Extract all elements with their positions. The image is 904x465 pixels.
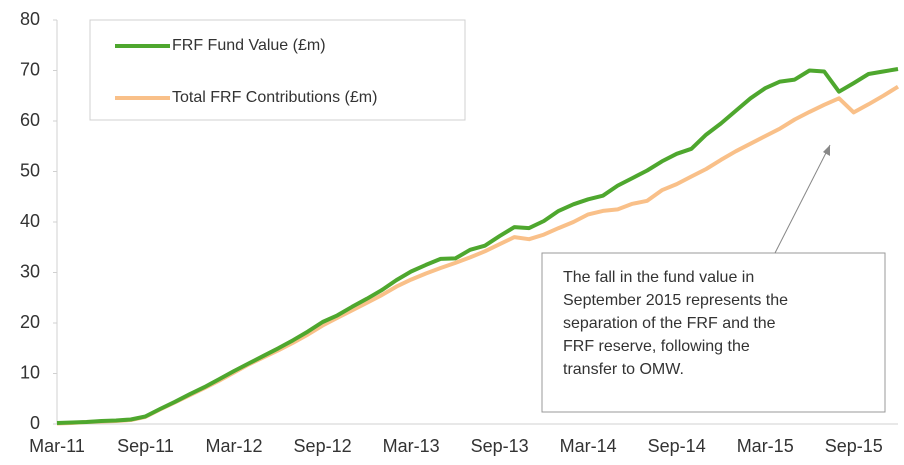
- annotation-text: transfer to OMW.: [563, 361, 684, 378]
- y-tick-label: 60: [20, 110, 40, 130]
- x-tick-label: Sep-12: [294, 436, 352, 456]
- series-line: [56, 67, 899, 425]
- legend-box: [89, 19, 466, 121]
- legend-label: FRF Fund Value (£m): [172, 37, 326, 54]
- y-tick-label: 70: [20, 59, 40, 79]
- annotation-text: September 2015 represents the: [563, 292, 788, 309]
- annotation-box: [541, 252, 886, 413]
- annotation-text: separation of the FRF and the: [563, 315, 776, 332]
- x-tick-label: Mar-14: [560, 436, 617, 456]
- legend-label: Total FRF Contributions (£m): [172, 89, 377, 106]
- x-tick-label: Mar-12: [206, 436, 263, 456]
- y-tick-label: 30: [20, 261, 40, 281]
- annotation-text: FRF reserve, following the: [563, 338, 750, 355]
- x-tick-label: Mar-13: [383, 436, 440, 456]
- y-tick-label: 20: [20, 312, 40, 332]
- annotation-text: The fall in the fund value in: [563, 269, 754, 286]
- y-tick-label: 40: [20, 211, 40, 231]
- x-tick-label: Sep-11: [117, 436, 174, 456]
- annotation-arrow: [774, 144, 831, 254]
- arrow-head: [823, 145, 830, 156]
- x-tick-label: Mar-11: [29, 436, 85, 456]
- y-tick-label: 50: [20, 160, 40, 180]
- y-tick-label: 10: [20, 362, 40, 382]
- x-tick-label: Sep-14: [648, 436, 706, 456]
- y-tick-label: 0: [30, 413, 40, 433]
- y-tick-label: 80: [20, 9, 40, 29]
- x-tick-label: Mar-15: [737, 436, 794, 456]
- x-tick-label: Sep-13: [471, 436, 529, 456]
- x-tick-label: Sep-15: [825, 436, 883, 456]
